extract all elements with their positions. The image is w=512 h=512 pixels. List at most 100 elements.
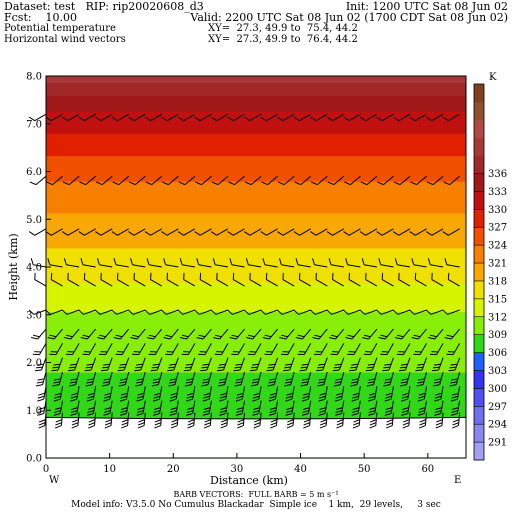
wind-barb [401,400,411,416]
wind-barb [166,272,179,287]
wind-barb [203,412,212,429]
wind-barb [332,272,345,287]
wind-barb [51,357,64,372]
wind-barb [234,371,246,387]
wind-barb [28,309,47,315]
wind-barb [270,412,279,429]
wind-barb [260,113,278,122]
wind-barb [333,371,345,387]
wind-barb [202,386,212,402]
theta-band [46,254,466,259]
wind-barb [116,272,129,287]
theta-band [46,378,466,383]
y-tick-label: 1.0 [26,406,42,417]
wind-barb [267,371,279,387]
theta-band [46,177,466,182]
wind-barb [111,228,129,236]
wind-barb [314,343,328,356]
wind-barb [231,343,245,356]
wind-barb [442,113,460,122]
wind-barb [136,400,146,416]
wind-barb [277,175,295,186]
wind-barb [452,412,461,429]
wind-barb [398,357,411,372]
barb-scale-note: BARB VECTORS: FULL BARB = 5 m s⁻¹ [173,490,339,499]
wind-barb [227,228,245,236]
theta-band [46,219,466,224]
wind-barb [202,400,212,416]
wind-barb [183,272,196,287]
x-tick-label: 50 [358,464,371,475]
wind-barb [326,113,345,122]
wind-barb [210,228,229,236]
wind-barb [137,412,146,429]
wind-barb [85,371,97,387]
wind-barb [268,400,279,416]
colorbar-swatch [474,84,484,103]
colorbar-swatch [474,298,484,318]
wind-barb [326,228,345,236]
wind-barb [252,386,262,402]
wind-barb [251,371,262,387]
wind-barb [293,113,311,122]
wind-barb [152,386,163,402]
wind-barb [380,343,394,356]
wind-barb [327,175,345,186]
wind-barb [214,343,229,356]
colorbar-swatch [474,334,484,353]
theta-band [46,384,466,389]
wind-barb [297,343,312,356]
wind-barb [62,175,80,186]
wind-barb [183,357,196,372]
wind-barb [342,309,361,315]
wind-barb [277,228,295,236]
theta-band [46,372,466,376]
wind-barb [444,258,460,268]
wind-barb [345,258,361,268]
wind-barb [434,386,444,402]
theta-band [46,292,466,297]
wind-barb [83,272,96,287]
wind-barb [170,412,179,429]
colorbar-unit: K [489,72,497,83]
wind-barb [245,258,262,268]
theta-band [46,247,466,252]
wind-barb [128,175,146,186]
theta-band [46,352,466,357]
colorbar-label: 291 [488,438,507,449]
theta-band [46,276,466,281]
colorbar-swatch [474,316,484,336]
wind-barb [381,272,394,287]
wind-barb [383,371,394,387]
wind-barb [61,309,80,315]
wind-barb [29,175,47,186]
wind-barb [235,386,246,402]
theta-band [46,76,466,80]
wind-barb [186,386,196,402]
wind-barb [130,258,146,268]
wind-barb [303,412,312,429]
theta-band [46,133,466,138]
wind-barb [53,400,64,416]
wind-barb [145,175,163,186]
theta-band [46,107,466,112]
wind-barb [366,371,378,387]
theta-band [46,181,466,185]
wind-barb [78,228,96,236]
wind-barb [80,328,97,340]
colorbar-swatch [474,155,484,174]
wind-barb [219,400,229,416]
theta-band [46,235,466,239]
theta-band [46,79,466,83]
theta-band [46,184,466,189]
wind-barb [229,258,245,268]
wind-barb [201,371,212,387]
theta-band [46,324,466,329]
colorbar-label: 315 [488,294,507,305]
wind-barb [261,175,278,186]
theta-band [46,346,466,351]
theta-band [46,200,466,204]
wind-barb [343,113,361,122]
wind-barb [95,113,113,122]
theta-band [46,231,466,236]
